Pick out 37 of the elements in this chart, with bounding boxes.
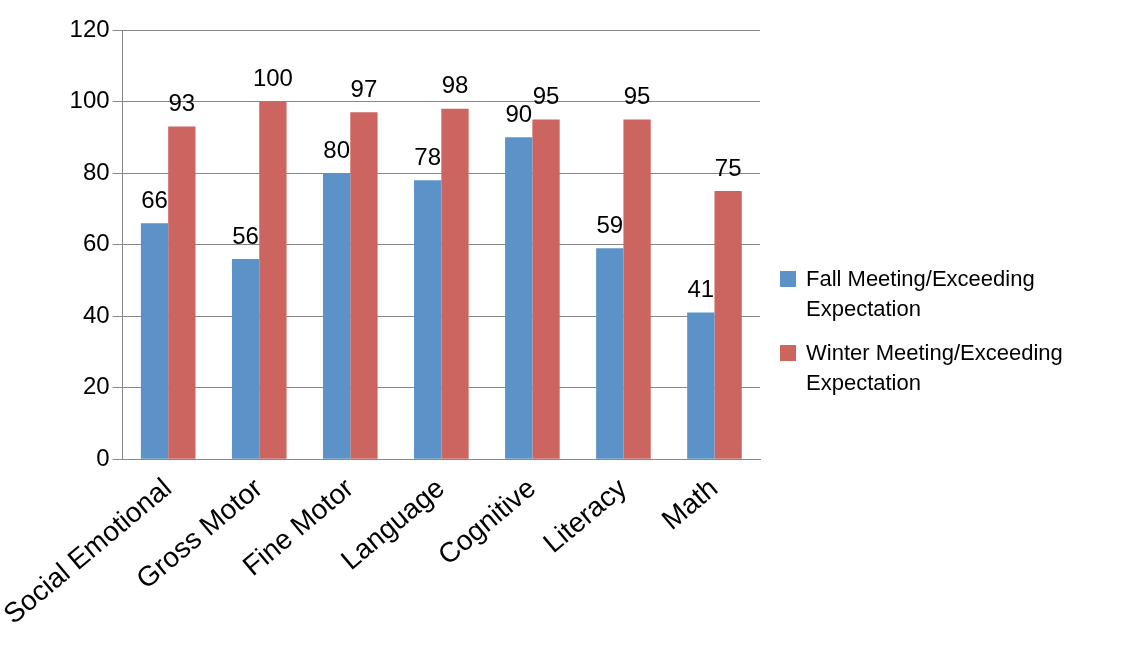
y-tick-label: 100 xyxy=(69,86,110,114)
data-label: 97 xyxy=(350,74,378,102)
bar xyxy=(714,190,742,459)
legend-label: Fall Meeting/Exceeding Expectation xyxy=(806,265,1036,323)
bar xyxy=(168,126,196,459)
y-tick-label: 80 xyxy=(82,157,110,185)
y-tick-label: 0 xyxy=(96,443,110,471)
data-label: 75 xyxy=(714,153,742,181)
bar xyxy=(441,108,469,459)
bar xyxy=(623,119,651,459)
bar xyxy=(350,112,378,459)
y-tick-label: 40 xyxy=(82,300,110,328)
data-label: 90 xyxy=(505,99,533,127)
data-label: 80 xyxy=(323,135,350,163)
data-label: 59 xyxy=(596,210,624,238)
y-tick-label: 120 xyxy=(69,14,110,42)
data-label: 98 xyxy=(441,71,469,99)
data-label: 66 xyxy=(141,185,168,213)
data-label: 95 xyxy=(532,82,560,110)
data-label: 56 xyxy=(232,221,259,249)
data-label: 41 xyxy=(687,275,715,303)
bar xyxy=(687,312,715,459)
bar xyxy=(231,258,260,459)
bar xyxy=(596,248,624,459)
data-label: 95 xyxy=(623,82,651,110)
legend-label: Winter Meeting/Exceeding Expectation xyxy=(806,339,1064,397)
data-label: 100 xyxy=(252,64,293,92)
bar xyxy=(505,137,533,459)
bar xyxy=(259,101,287,459)
y-tick-label: 20 xyxy=(82,372,110,400)
bar xyxy=(322,173,351,459)
data-label: 78 xyxy=(414,142,442,170)
y-tick-label: 60 xyxy=(82,229,110,257)
bar xyxy=(414,180,442,459)
bar xyxy=(532,119,560,459)
data-label: 93 xyxy=(168,89,196,117)
bar xyxy=(140,223,169,459)
